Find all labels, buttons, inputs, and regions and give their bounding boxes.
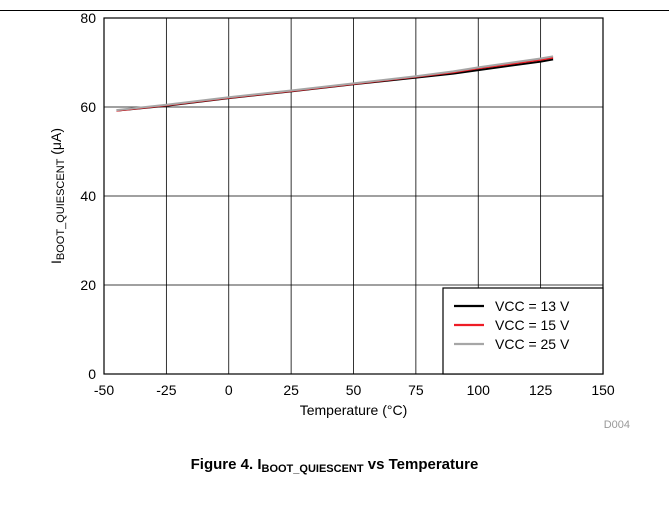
x-tick-label: -50 [94,382,114,398]
y-tick-label: 0 [88,366,96,382]
y-tick-label: 80 [80,10,96,26]
x-tick-label: 125 [529,382,553,398]
y-axis-title-main: I [48,260,64,264]
x-tick-label: -25 [156,382,176,398]
caption-subscript: BOOT_QUIESCENT [261,463,364,475]
series-line [116,55,554,112]
x-axis-title: Temperature (°C) [300,402,408,418]
legend: VCC = 13 V VCC = 15 V VCC = 25 V [442,287,604,375]
legend-label: VCC = 15 V [495,317,570,333]
chart: -50 -25 0 25 50 75 100 125 150 0 20 40 60 80 Temperat… [48,10,630,431]
x-tick-label: 0 [225,382,233,398]
y-axis-title-unit: (μA) [48,128,64,159]
y-tick-label: 60 [80,99,96,115]
x-tick-label: 25 [283,382,299,398]
legend-label: VCC = 13 V [495,298,570,314]
figure-caption: Figure 4. IBOOT_QUIESCENT vs Temperature [0,456,669,475]
top-rule [0,10,669,11]
legend-label: VCC = 25 V [495,336,570,352]
caption-prefix: Figure 4. I [190,456,262,473]
tick-labels: -50 -25 0 25 50 75 100 125 150 0 20 40 60 80 [80,10,614,398]
y-axis-title-sub: BOOT_QUIESCENT [55,158,67,260]
y-tick-label: 20 [80,277,96,293]
x-tick-label: 100 [467,382,491,398]
series-lines [116,55,554,112]
x-tick-label: 75 [408,382,424,398]
figure-code: D004 [604,419,630,431]
y-axis-title: IBOOT_QUIESCENT (μA) [48,128,67,264]
legend-box [442,287,604,375]
x-tick-label: 150 [591,382,615,398]
x-tick-label: 50 [346,382,362,398]
plot-frame [103,17,604,375]
y-tick-label: 40 [80,188,96,204]
caption-suffix: vs Temperature [363,456,479,473]
